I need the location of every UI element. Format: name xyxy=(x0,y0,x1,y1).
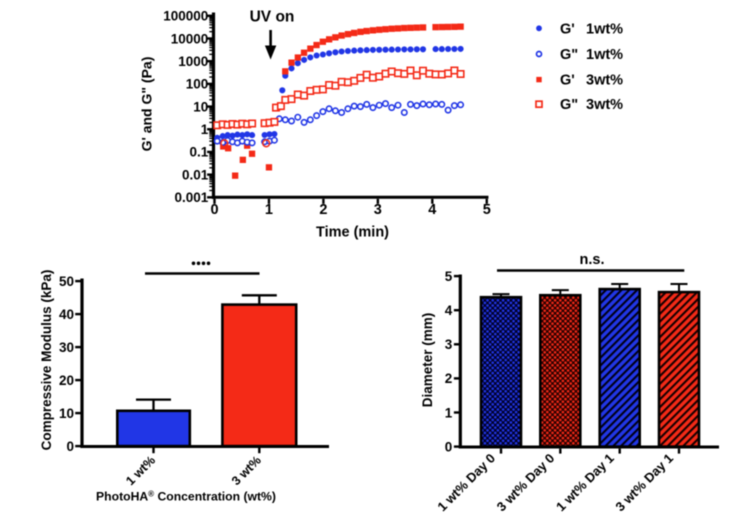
svg-text:10: 10 xyxy=(193,99,208,114)
svg-text:5: 5 xyxy=(445,269,453,284)
svg-text:100000: 100000 xyxy=(163,9,208,24)
svg-text:40: 40 xyxy=(59,307,74,322)
svg-text:0: 0 xyxy=(210,202,218,218)
svg-text:1: 1 xyxy=(201,122,209,137)
svg-text:3: 3 xyxy=(374,202,382,218)
svg-text:PhotoHA® Concentration (wt%): PhotoHA® Concentration (wt%) xyxy=(96,490,276,504)
svg-text:n.s.: n.s. xyxy=(580,252,605,268)
svg-text:0.01: 0.01 xyxy=(182,167,209,182)
svg-text:G': G' xyxy=(560,73,575,89)
svg-text:3 wt% Day 0: 3 wt% Day 0 xyxy=(494,451,558,515)
svg-text:0.001: 0.001 xyxy=(175,190,209,205)
svg-text:3wt%: 3wt% xyxy=(586,97,623,113)
svg-text:Time (min): Time (min) xyxy=(316,225,389,241)
svg-text:0: 0 xyxy=(445,439,453,454)
svg-text:3wt%: 3wt% xyxy=(586,73,623,89)
svg-text:Compressive Modulus (kPa): Compressive Modulus (kPa) xyxy=(39,270,54,451)
svg-text:1 wt% Day 0: 1 wt% Day 0 xyxy=(434,451,498,515)
svg-text:30: 30 xyxy=(59,340,74,355)
svg-text:G": G" xyxy=(560,97,578,113)
svg-text:0: 0 xyxy=(66,439,74,454)
svg-text:20: 20 xyxy=(59,373,74,388)
svg-text:G': G' xyxy=(560,21,575,37)
svg-text:10000: 10000 xyxy=(171,31,209,46)
svg-text:2: 2 xyxy=(319,202,327,218)
svg-text:50: 50 xyxy=(59,274,74,289)
svg-text:5: 5 xyxy=(483,202,491,218)
svg-text:1wt%: 1wt% xyxy=(586,47,623,63)
svg-text:10: 10 xyxy=(59,406,74,421)
svg-text:100: 100 xyxy=(186,77,209,92)
svg-text:1 wt%: 1 wt% xyxy=(123,453,158,488)
svg-text:G' and G" (Pa): G' and G" (Pa) xyxy=(139,57,155,152)
svg-text:1wt%: 1wt% xyxy=(586,21,623,37)
svg-text:3: 3 xyxy=(445,337,453,352)
svg-text:3 wt%: 3 wt% xyxy=(229,453,264,488)
svg-text:1 wt% Day 1: 1 wt% Day 1 xyxy=(553,451,617,515)
svg-text:3 wt% Day 1: 3 wt% Day 1 xyxy=(612,451,676,515)
svg-text:0.1: 0.1 xyxy=(190,145,209,160)
svg-text:1: 1 xyxy=(445,405,453,420)
svg-text:2: 2 xyxy=(445,371,453,386)
svg-text:1: 1 xyxy=(265,202,273,218)
svg-text:4: 4 xyxy=(445,303,453,318)
svg-text:1000: 1000 xyxy=(178,54,208,69)
svg-text:G": G" xyxy=(560,47,578,63)
svg-text:Diameter (mm): Diameter (mm) xyxy=(420,313,435,408)
svg-text:4: 4 xyxy=(428,202,436,218)
svg-text:UV on: UV on xyxy=(250,8,295,25)
